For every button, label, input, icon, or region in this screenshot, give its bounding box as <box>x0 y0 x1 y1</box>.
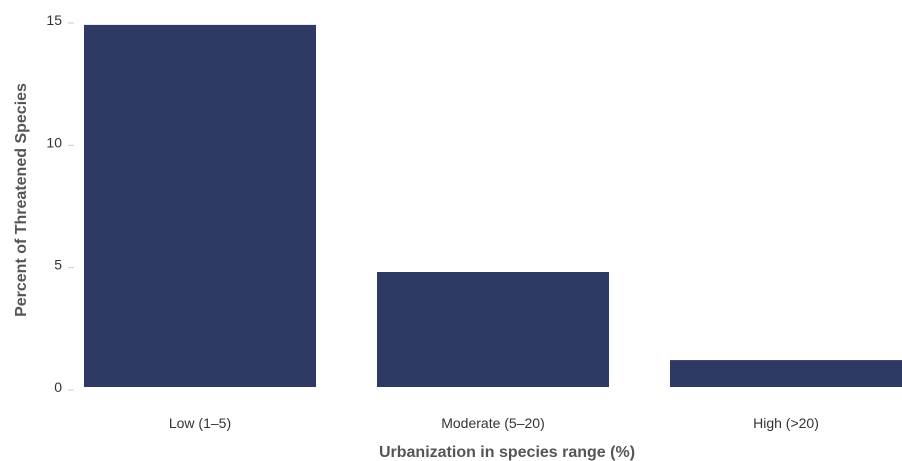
y-tick-label: 15 <box>46 12 62 28</box>
x-tick-label: Moderate (5–20) <box>441 415 545 431</box>
y-axis-title: Percent of Threatened Species <box>13 83 30 317</box>
x-tick-label: High (>20) <box>753 415 819 431</box>
y-tick-label: 0 <box>54 379 62 395</box>
x-axis: Low (1–5) Moderate (5–20) High (>20) <box>169 415 819 431</box>
x-tick-label: Low (1–5) <box>169 415 231 431</box>
y-tick-label: 10 <box>46 134 62 150</box>
bar <box>670 360 902 387</box>
bars-group <box>84 24 902 387</box>
bar <box>377 272 609 387</box>
y-tick-label: 5 <box>54 257 62 273</box>
y-axis: 0 5 10 15 <box>46 12 74 395</box>
bar <box>84 24 316 387</box>
x-axis-title: Urbanization in species range (%) <box>379 444 635 461</box>
